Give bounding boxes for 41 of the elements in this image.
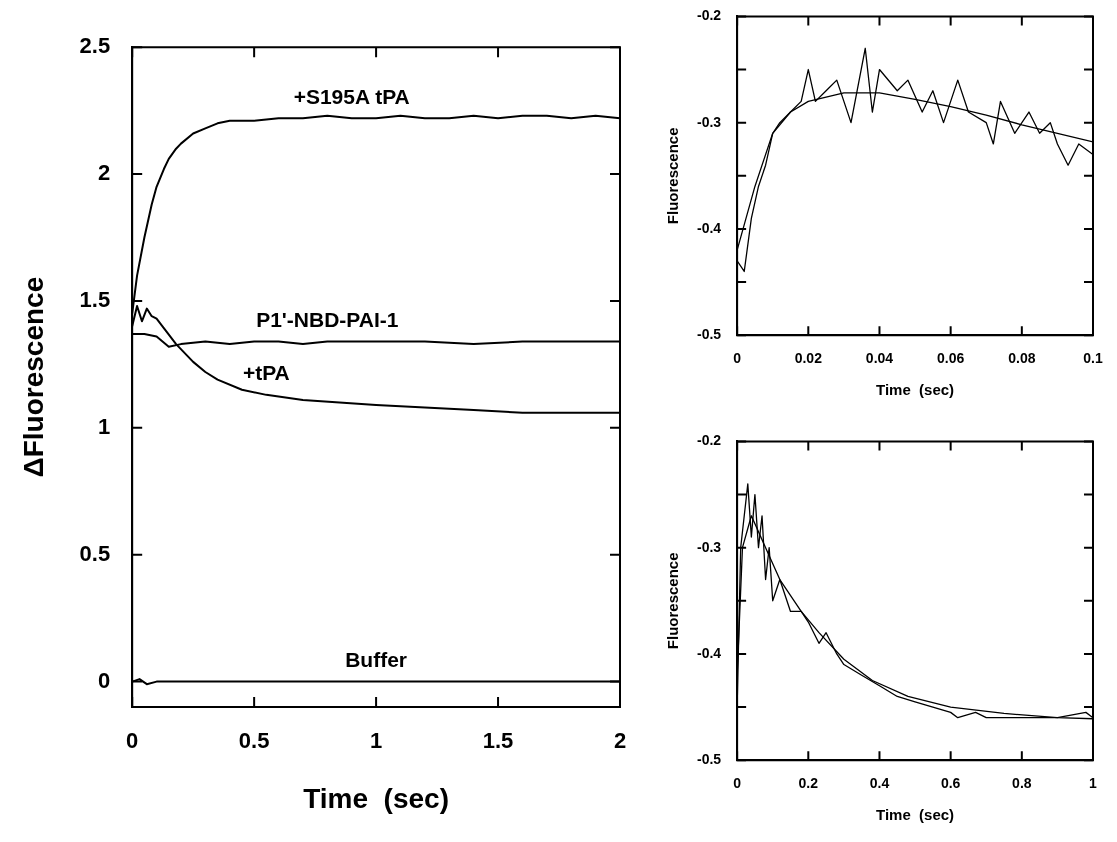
x-tick-label: 0.04 (865, 350, 894, 367)
x-tick-label: 0.8 (1012, 775, 1032, 792)
series-label: +S195A tPA (293, 84, 410, 108)
y-tick-label: 0 (97, 667, 111, 693)
x-tick-label: 0.06 (937, 350, 965, 367)
y-tick-label: 1 (97, 413, 111, 439)
x-tick-label: 0.6 (940, 775, 961, 792)
y-tick-label: -0.3 (697, 538, 722, 555)
y-tick-label: -0.5 (697, 751, 722, 768)
x-tick-label: 0.02 (794, 350, 823, 367)
x-axis-title: Time (sec) (303, 782, 449, 814)
y-tick-label: -0.2 (697, 432, 722, 449)
series-label: P1'-NBD-PAI-1 (256, 307, 399, 331)
y-tick-label: -0.4 (697, 644, 722, 661)
x-tick-label: 0.08 (1008, 350, 1036, 367)
x-tick-label: 1.5 (482, 728, 514, 754)
x-tick-label: 1 (369, 728, 383, 754)
series-label: +tPA (242, 361, 290, 385)
y-tick-label: -0.3 (697, 113, 722, 130)
y-axis-title: Fluorescence (664, 127, 682, 225)
x-tick-label: 2 (613, 728, 627, 754)
x-tick-label: 0 (733, 350, 742, 367)
y-axis-title: Fluorescence (664, 552, 682, 650)
x-tick-label: 0 (733, 775, 742, 792)
x-tick-label: 0.5 (238, 728, 270, 754)
x-tick-label: 0.2 (798, 775, 819, 792)
x-axis-title: Time (sec) (876, 806, 955, 824)
y-axis-title: ΔFluorescence (17, 276, 49, 478)
x-tick-label: 0 (126, 728, 139, 754)
y-tick-label: 2 (97, 160, 111, 186)
x-tick-label: 1 (1089, 775, 1098, 792)
y-tick-label: 2.5 (79, 33, 111, 59)
y-tick-label: 0.5 (79, 540, 111, 566)
y-tick-label: -0.5 (697, 326, 722, 343)
x-tick-label: 0.1 (1083, 350, 1103, 367)
x-tick-label: 0.4 (869, 775, 890, 792)
y-tick-label: 1.5 (79, 287, 111, 313)
y-tick-label: -0.2 (697, 7, 722, 24)
series-label: Buffer (345, 647, 408, 671)
x-axis-title: Time (sec) (876, 381, 955, 399)
y-tick-label: -0.4 (697, 219, 722, 236)
